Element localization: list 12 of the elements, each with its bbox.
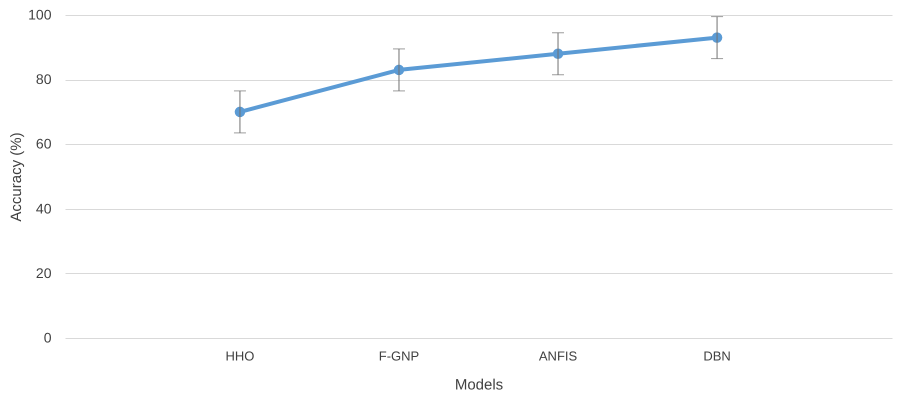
x-tick-label: F-GNP [378,348,420,364]
y-tick-label: 20 [36,264,52,281]
x-axis-title: Models [454,376,504,394]
y-tick-label: 100 [28,6,52,22]
y-tick-label: 40 [36,200,52,216]
y-tick-label: 80 [36,71,52,88]
x-tick-label: ANFIS [538,348,578,364]
x-tick-label: HHO [225,348,254,364]
y-tick-label: 0 [44,330,52,346]
y-axis-title: Accuracy (%) [8,132,26,222]
x-tick-label: DBN [703,348,731,364]
y-tick-label: 60 [36,136,52,152]
